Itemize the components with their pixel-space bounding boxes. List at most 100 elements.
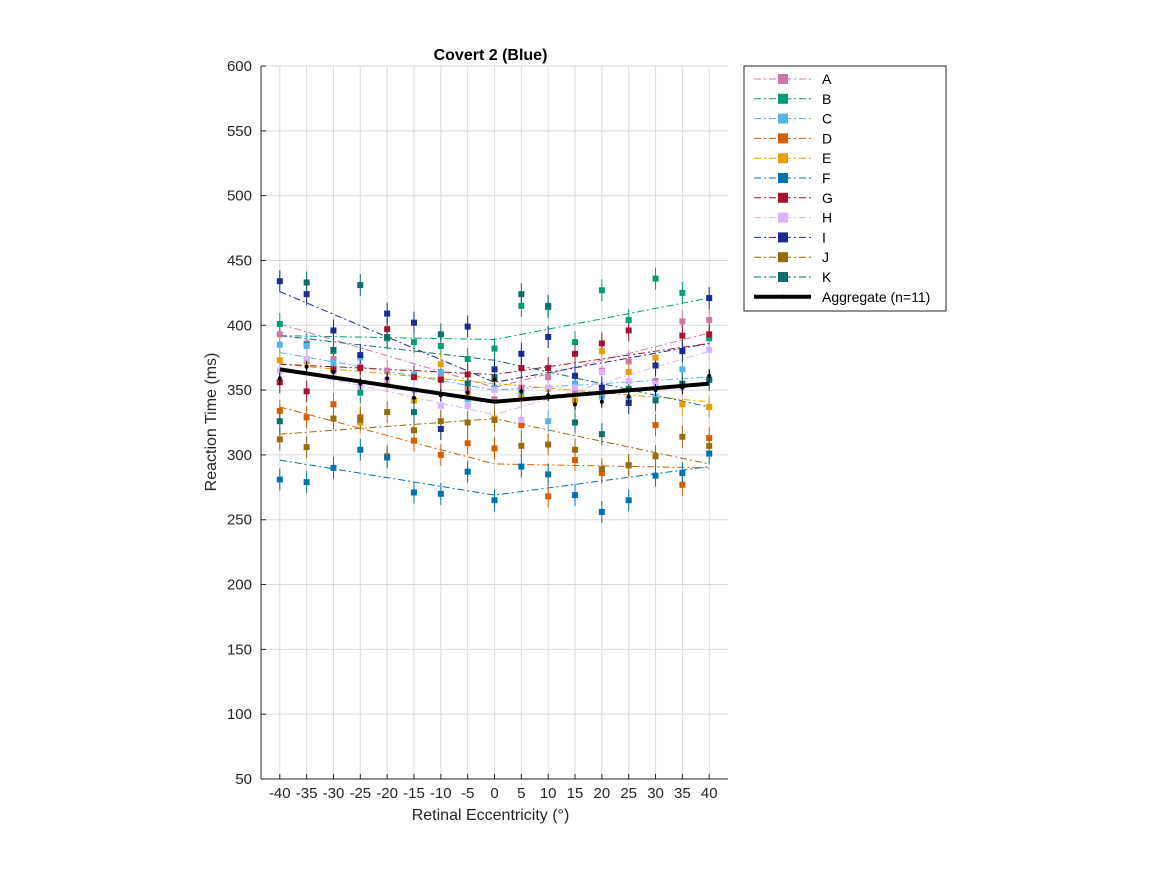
- data-point-F: [679, 470, 686, 477]
- data-point-E: [598, 348, 605, 355]
- data-point-F: [706, 450, 713, 457]
- data-point-F: [598, 508, 605, 515]
- data-point-G: [303, 388, 310, 395]
- x-tick-label: -10: [430, 785, 452, 802]
- data-point-I: [572, 372, 579, 379]
- x-tick-label: -20: [376, 785, 398, 802]
- data-point-G: [545, 365, 552, 372]
- data-point-F: [276, 476, 283, 483]
- data-point-I: [437, 425, 444, 432]
- data-point-B: [518, 302, 525, 309]
- y-tick-label: 100: [227, 706, 252, 723]
- x-tick-label: -30: [323, 785, 345, 802]
- series-fit-line-F: [279, 459, 710, 496]
- legend-label: Aggregate (n=11): [822, 289, 930, 305]
- data-point-C: [679, 366, 686, 373]
- data-point-I: [303, 291, 310, 298]
- legend-swatch-marker: [781, 294, 785, 299]
- legend-label: C: [822, 111, 832, 127]
- data-point-K: [276, 418, 283, 425]
- legend-label: I: [822, 229, 826, 245]
- data-point-D: [679, 481, 686, 488]
- x-tick-label: -5: [461, 785, 474, 802]
- legend-label: A: [822, 71, 832, 87]
- data-point-C: [330, 359, 337, 366]
- data-point-J: [491, 416, 498, 423]
- data-point-D: [276, 407, 283, 414]
- data-point-K: [598, 431, 605, 438]
- data-point-F: [625, 497, 632, 504]
- legend-label: H: [822, 210, 832, 226]
- data-point-C: [276, 341, 283, 348]
- data-point-F: [572, 492, 579, 499]
- x-tick-label: -40: [269, 785, 291, 802]
- aggregate-point: [573, 402, 578, 407]
- data-point-C: [303, 343, 310, 350]
- data-point-A: [545, 374, 552, 381]
- data-point-I: [491, 366, 498, 373]
- data-point-K: [357, 282, 364, 289]
- data-point-K: [384, 333, 391, 340]
- x-tick-label: 5: [517, 785, 525, 802]
- data-point-B: [572, 339, 579, 346]
- legend-swatch-marker: [778, 173, 788, 183]
- data-point-G: [598, 340, 605, 347]
- data-point-A: [276, 331, 283, 338]
- series-fit-line-I: [279, 291, 710, 383]
- data-point-J: [652, 453, 659, 460]
- x-tick-label: -15: [403, 785, 425, 802]
- data-point-K: [652, 397, 659, 404]
- data-point-K: [437, 331, 444, 338]
- aggregate-point: [304, 364, 309, 369]
- data-point-F: [545, 471, 552, 478]
- data-point-I: [357, 352, 364, 359]
- data-point-B: [437, 343, 444, 350]
- data-point-A: [679, 318, 686, 325]
- x-tick-label: 15: [567, 785, 584, 802]
- aggregate-point: [707, 373, 712, 378]
- y-tick-label: 300: [227, 447, 252, 464]
- data-point-D: [303, 414, 310, 421]
- data-point-B: [276, 320, 283, 327]
- data-point-J: [464, 419, 471, 426]
- x-tick-label: 35: [674, 785, 691, 802]
- x-tick-label: 25: [620, 785, 637, 802]
- data-point-B: [464, 355, 471, 362]
- data-point-D: [518, 422, 525, 429]
- aggregate-point: [519, 389, 524, 394]
- y-tick-label: 450: [227, 252, 252, 269]
- data-point-H: [437, 402, 444, 409]
- legend-swatch-marker: [778, 113, 788, 124]
- data-point-H: [518, 416, 525, 423]
- aggregate-point: [331, 369, 336, 374]
- data-point-I: [625, 400, 632, 407]
- chart-title: Covert 2 (Blue): [434, 47, 548, 64]
- data-point-J: [706, 442, 713, 449]
- y-axis-label: Reaction Time (ms): [203, 353, 220, 492]
- series-fit-line-A: [279, 323, 710, 389]
- data-point-E: [706, 403, 713, 410]
- data-point-B: [357, 389, 364, 396]
- legend-swatch-marker: [778, 212, 788, 223]
- data-point-A: [706, 317, 713, 324]
- data-point-J: [625, 462, 632, 469]
- data-point-E: [652, 354, 659, 361]
- data-point-B: [410, 339, 417, 346]
- data-point-G: [679, 332, 686, 339]
- legend-swatch-marker: [778, 232, 788, 243]
- data-point-D: [410, 437, 417, 444]
- data-point-I: [330, 327, 337, 334]
- data-point-A: [330, 355, 337, 362]
- y-tick-label: 600: [227, 58, 252, 75]
- legend-swatch-marker: [778, 133, 788, 144]
- legend-label: E: [822, 150, 831, 166]
- data-point-B: [598, 287, 605, 294]
- data-point-K: [545, 302, 552, 309]
- data-point-F: [652, 472, 659, 479]
- data-point-K: [518, 291, 525, 298]
- data-point-D: [330, 401, 337, 408]
- data-point-B: [706, 335, 713, 342]
- data-point-D: [598, 470, 605, 477]
- data-point-D: [545, 493, 552, 500]
